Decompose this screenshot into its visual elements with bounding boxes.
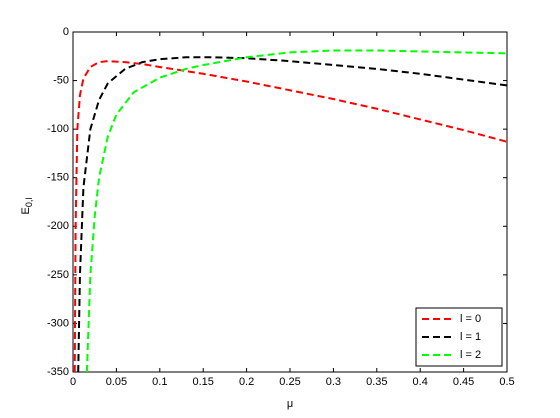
x-tick-label: 0.25 <box>279 376 300 388</box>
y-axis-label-sub: 0,l <box>24 198 34 208</box>
x-tick-label: 0.5 <box>499 376 514 388</box>
legend-box <box>415 307 503 367</box>
x-tick-label: 0.35 <box>366 376 387 388</box>
legend-label: l = 1 <box>460 331 481 343</box>
y-tick-label: -250 <box>47 269 69 281</box>
y-tick-label: -200 <box>47 220 69 232</box>
x-tick-label: 0.1 <box>152 376 167 388</box>
line-series <box>85 49 507 372</box>
x-tick-label: 0.15 <box>192 376 213 388</box>
x-tick-label: 0.4 <box>413 376 428 388</box>
line-series <box>77 56 507 372</box>
y-tick-label: -150 <box>47 172 69 184</box>
x-tick-label: 0.3 <box>326 376 341 388</box>
y-tick-label: -100 <box>47 123 69 135</box>
y-axis-label: E0,l <box>20 198 34 215</box>
y-tick-label: 0 <box>63 26 69 38</box>
x-tick-label: 0.05 <box>106 376 127 388</box>
x-tick-label: 0.45 <box>453 376 474 388</box>
legend-label: l = 0 <box>460 313 481 325</box>
line-series <box>73 60 507 372</box>
y-tick-label: -350 <box>47 366 69 378</box>
x-axis-label: μ <box>287 398 293 410</box>
y-axis-label-main: E <box>20 207 32 214</box>
x-tick-label: 0.2 <box>239 376 254 388</box>
y-tick-label: -300 <box>47 317 69 329</box>
legend-label: l = 2 <box>460 349 481 361</box>
x-tick-label: 0 <box>70 376 76 388</box>
y-tick-label: -50 <box>53 74 69 86</box>
